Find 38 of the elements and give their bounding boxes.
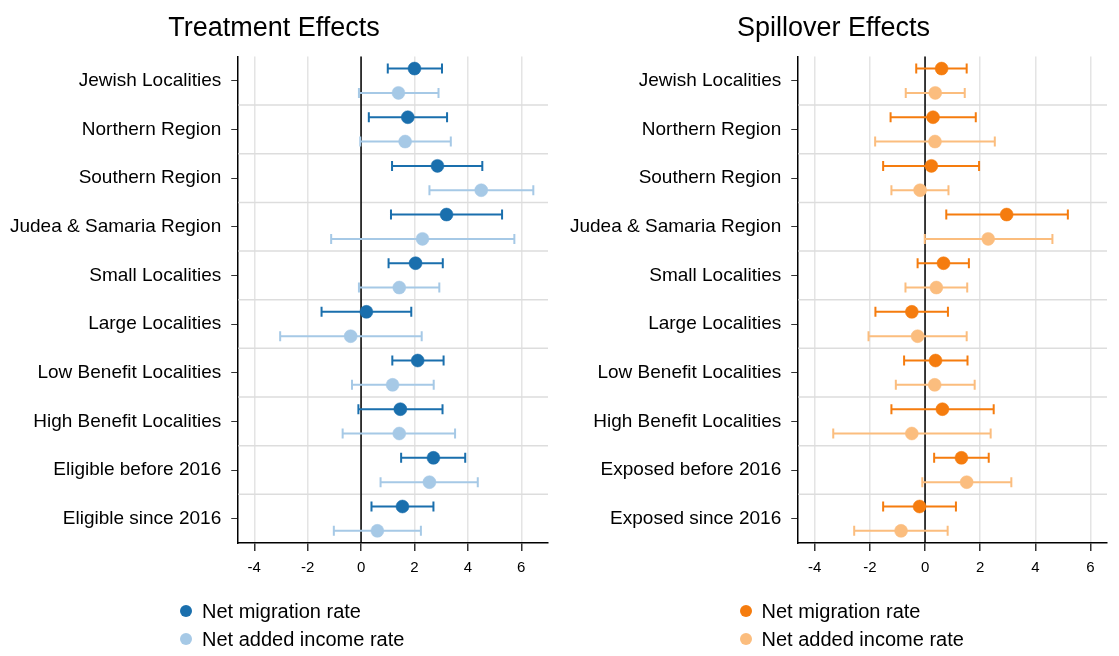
y-tick-label: Low Benefit Localities [597, 360, 782, 382]
y-tick-label: Jewish Localities [638, 68, 782, 90]
y-tick-label: Small Localities [89, 263, 222, 285]
x-tick-label: 2 [410, 558, 419, 576]
y-tick-label: Judea & Samaria Region [569, 214, 782, 236]
x-tick-label: 4 [1031, 558, 1040, 576]
y-tick-label: Eligible before 2016 [53, 458, 222, 480]
x-tick-label: -4 [247, 558, 261, 576]
x-tick-label: 0 [356, 558, 366, 576]
x-tick-label: 2 [976, 558, 985, 576]
y-tick-label: Southern Region [638, 166, 782, 188]
y-tick-label: Jewish Localities [78, 68, 222, 90]
y-tick-label: Large Localities [648, 312, 782, 334]
x-tick-label: 0 [920, 558, 930, 576]
chart-title: Treatment Effects [168, 11, 380, 42]
x-tick-label: 6 [1086, 558, 1095, 576]
y-tick-label: Eligible since 2016 [62, 506, 222, 528]
y-tick-label: Exposed before 2016 [600, 458, 782, 480]
y-tick-label: High Benefit Localities [33, 409, 222, 431]
x-tick-label: 4 [463, 558, 473, 576]
x-tick-label: -4 [808, 558, 822, 576]
y-tick-label: Northern Region [81, 117, 222, 139]
legend-label: Net migration rate [202, 599, 361, 624]
x-tick-label: -2 [300, 558, 315, 576]
legend-label: Net added income rate [202, 627, 405, 652]
y-tick-label: Exposed since 2016 [610, 506, 782, 528]
y-tick-label: Northern Region [641, 117, 782, 139]
chart-title: Spillover Effects [736, 11, 931, 42]
y-tick-label: Southern Region [78, 166, 222, 188]
x-tick-label: 6 [517, 558, 526, 576]
legend-label: Net added income rate [761, 627, 964, 652]
y-tick-label: Low Benefit Localities [37, 360, 222, 382]
y-tick-label: High Benefit Localities [593, 409, 782, 431]
y-tick-label: Small Localities [649, 263, 782, 285]
y-tick-label: Judea & Samaria Region [9, 214, 222, 236]
x-tick-label: -2 [863, 558, 877, 576]
y-tick-label: Large Localities [88, 312, 222, 334]
legend-label: Net migration rate [761, 599, 921, 624]
